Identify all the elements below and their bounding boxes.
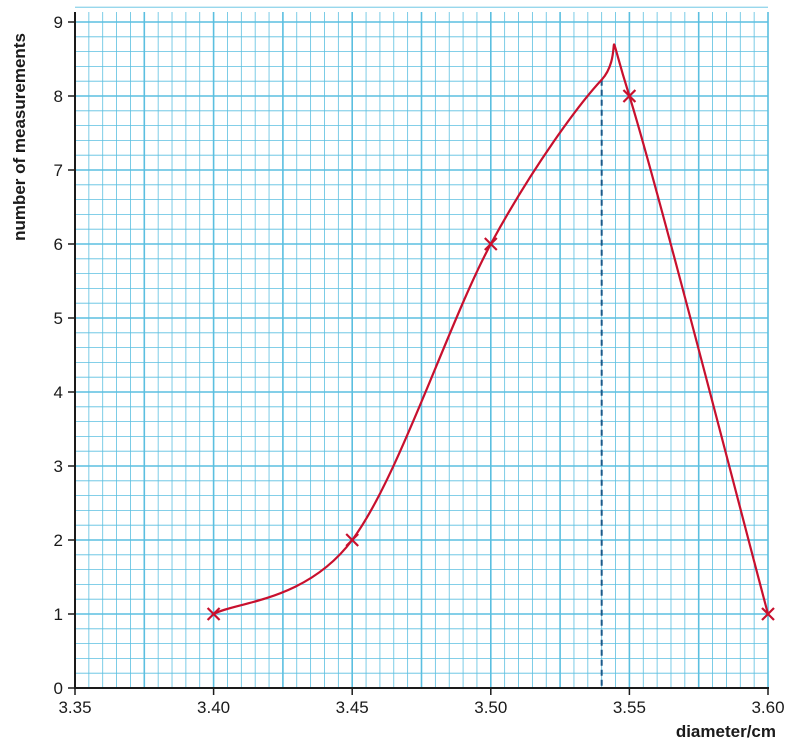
y-tick-label: 0 — [54, 679, 63, 698]
y-tick-label: 3 — [54, 457, 63, 476]
y-tick-label: 1 — [54, 605, 63, 624]
data-point-cross — [761, 607, 775, 621]
y-tick-label: 5 — [54, 309, 63, 328]
y-tick-label: 2 — [54, 531, 63, 550]
y-axis-label: number of measurements — [10, 33, 29, 241]
y-tick-label: 6 — [54, 235, 63, 254]
y-tick-label: 8 — [54, 87, 63, 106]
x-tick-label: 3.40 — [197, 698, 230, 717]
x-tick-label: 3.35 — [58, 698, 91, 717]
data-point-cross — [206, 607, 221, 621]
x-tick-label: 3.60 — [751, 698, 784, 717]
data-point-cross — [484, 237, 498, 251]
data-markers — [206, 89, 775, 621]
x-axis-label: diameter/cm — [676, 722, 776, 741]
axes — [68, 12, 769, 695]
data-point-cross — [345, 533, 359, 547]
y-tick-labels: 0 1 2 3 4 5 6 7 8 9 — [54, 13, 63, 698]
x-tick-labels: 3.35 3.40 3.45 3.50 3.55 3.60 — [58, 698, 784, 717]
data-point-cross — [622, 89, 637, 103]
y-tick-label: 7 — [54, 161, 63, 180]
x-tick-label: 3.50 — [474, 698, 507, 717]
x-tick-label: 3.55 — [613, 698, 646, 717]
x-tick-label: 3.45 — [336, 698, 369, 717]
major-grid — [74, 12, 769, 689]
y-tick-label: 9 — [54, 13, 63, 32]
y-tick-label: 4 — [54, 383, 63, 402]
